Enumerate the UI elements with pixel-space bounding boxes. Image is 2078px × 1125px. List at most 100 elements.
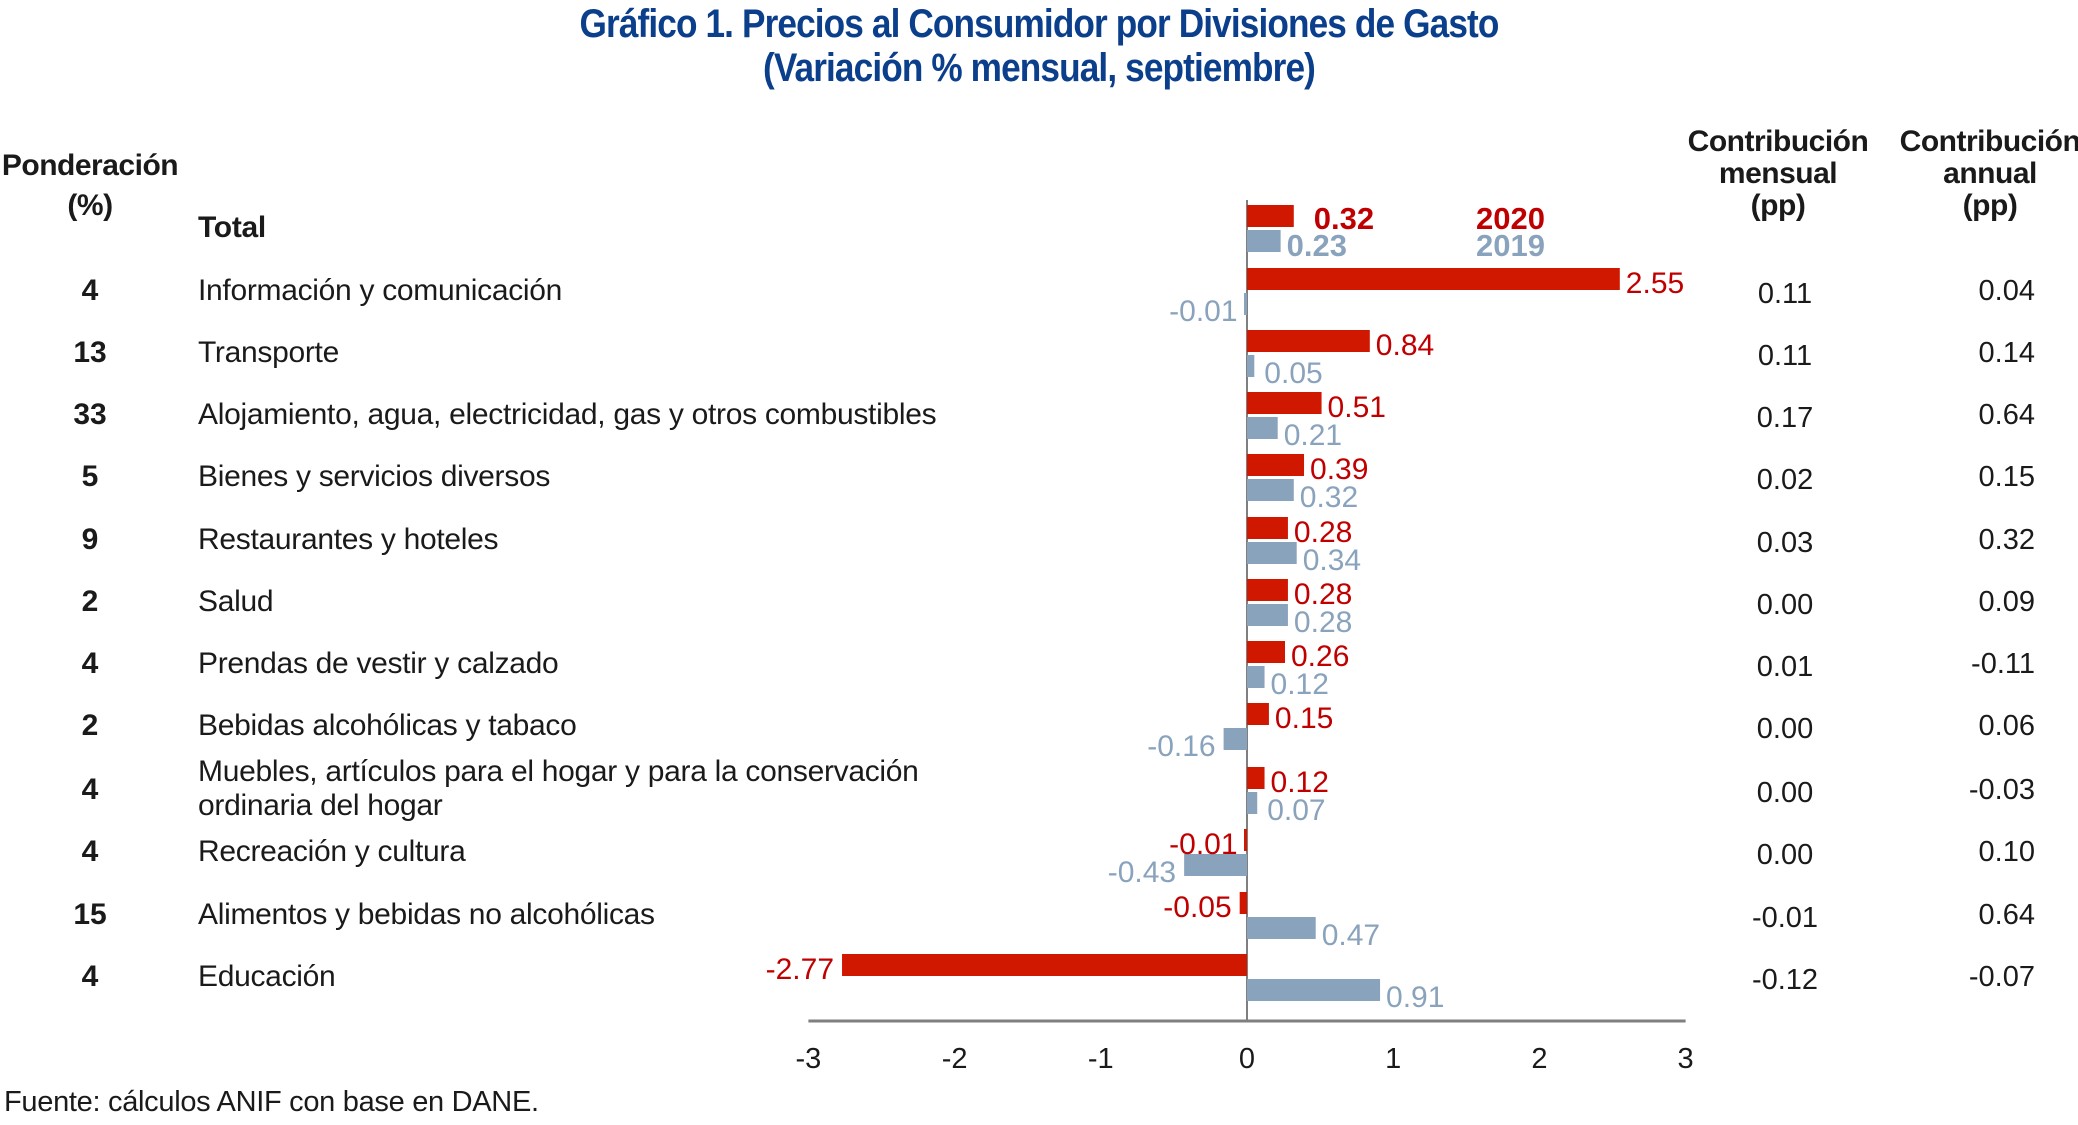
x-tick-label: 2 [1531,1043,1547,1075]
bar-2019 [1247,604,1288,626]
bar-2019 [1247,666,1265,688]
ponderacion-value: 33 [73,398,107,431]
ponderacion-value: 4 [81,274,99,307]
ca-header-line: annual [1943,157,2037,190]
contribucion-anual-value: 0.09 [1978,586,2035,618]
data-label-2019: 0.32 [1300,481,1358,514]
data-label-2020: 0.15 [1275,702,1333,735]
bar-2019 [1247,542,1297,564]
contribucion-mensual-value: 0.01 [1756,651,1814,683]
contribucion-anual-value: 0.32 [1978,524,2035,556]
contribucion-anual-value: 0.64 [1978,899,2035,931]
category-label-line: Restaurantes y hoteles [198,523,499,556]
ponderacion-value: 9 [81,523,99,556]
category-label-line: Educación [198,960,336,993]
category-label-line: Total [198,211,266,244]
data-label-2019: -0.01 [1169,295,1237,328]
bar-2019 [1223,728,1247,750]
cm-header-line: mensual [1718,157,1838,190]
data-label-2020: 0.26 [1291,640,1349,673]
category-label: Recreación y cultura [198,835,466,869]
category-label-line: Bienes y servicios diversos [198,460,551,493]
data-label-2020: 0.28 [1294,516,1352,549]
contribucion-mensual-value: -0.01 [1751,902,1819,934]
category-label-line: Salud [198,585,274,618]
contribucion-anual-value: 0.64 [1978,399,2035,431]
category-label-line: Bebidas alcohólicas y tabaco [198,709,577,742]
ponderacion-header: Ponderación (%) [0,150,180,222]
contribucion-anual-value: 0.14 [1978,337,2035,369]
category-label: Educación [198,960,336,994]
ponderacion-value: 4 [81,647,99,680]
contribucion-mensual-value: 0.00 [1756,777,1814,809]
ponderacion-value: 5 [81,460,99,493]
bar-2020 [1247,703,1269,725]
contribucion-anual-value: 0.04 [1978,275,2035,307]
data-label-2019: -0.43 [1108,856,1176,889]
data-label-2020: -2.77 [766,953,834,986]
contribucion-anual-value: 0.06 [1978,710,2035,742]
bar-2020 [1247,268,1620,290]
category-label: Transporte [198,336,339,370]
x-tick-label: -1 [1088,1043,1114,1075]
category-label-line: ordinaria del hogar [198,789,443,822]
ponderacion-value: 4 [81,960,99,993]
bar-2019 [1247,917,1316,939]
x-tick-label: 1 [1385,1043,1401,1075]
ca-header-line: Contribución [1899,125,2078,158]
data-label-2020: -0.01 [1169,828,1237,861]
data-label-2020: 2.55 [1626,267,1684,300]
category-label-line: Prendas de vestir y calzado [198,647,559,680]
bar-2020 [1247,392,1322,414]
data-label-2019: 0.12 [1271,668,1329,701]
contribucion-mensual-value: 0.11 [1757,340,1813,372]
bar-2020 [1247,517,1288,539]
bar-2019 [1247,792,1258,814]
contribucion-mensual-value: 0.03 [1756,527,1814,559]
contribucion-anual-header: Contribución annual (pp) [1880,126,2078,222]
contribucion-anual-value: -0.11 [1971,648,2035,680]
legend-2020: 2020 [1476,201,1545,236]
ponderacion-value: 4 [81,835,99,868]
category-label-line: Recreación y cultura [198,835,466,868]
category-label: Alojamiento, agua, electricidad, gas y o… [198,398,937,432]
category-label-line: Alimentos y bebidas no alcohólicas [198,898,655,931]
category-label-line: Muebles, artículos para el hogar y para … [198,755,919,788]
category-label: Información y comunicación [198,274,562,308]
contribucion-mensual-value: 0.00 [1756,713,1814,745]
data-label-2019: 0.23 [1287,228,1347,263]
data-label-2019: 0.28 [1294,606,1352,639]
contribucion-anual-value: 0.15 [1978,461,2035,493]
category-label: Restaurantes y hoteles [198,523,499,557]
x-tick-label: 0 [1239,1043,1255,1075]
bar-2020 [1247,330,1370,352]
bar-2019 [1247,230,1281,252]
bar-2020 [1247,205,1294,227]
bar-2019 [1247,479,1294,501]
contribucion-mensual-value: 0.11 [1757,278,1813,310]
bar-2020 [842,954,1247,976]
ponderacion-value: 15 [73,898,107,931]
category-label: Total [198,211,266,245]
category-label: Alimentos y bebidas no alcohólicas [198,898,655,932]
contribucion-mensual-value: -0.12 [1751,964,1819,996]
ponderacion-header-line: (%) [67,189,113,222]
bar-2020 [1247,641,1286,663]
data-label-2020: 0.84 [1376,329,1434,362]
data-label-2019: 0.07 [1267,794,1325,827]
category-label: Salud [198,585,274,619]
category-label: Bebidas alcohólicas y tabaco [198,709,577,743]
data-label-2020: 0.51 [1328,391,1386,424]
data-label-2019: 0.47 [1322,919,1380,952]
contribucion-mensual-header: Contribución mensual (pp) [1668,126,1888,222]
data-label-2020: 0.39 [1310,453,1368,486]
x-tick-label: 3 [1678,1043,1694,1075]
contribucion-anual-value: -0.03 [1968,774,2035,806]
ponderacion-value: 2 [81,585,99,618]
data-label-2020: 0.32 [1314,201,1374,236]
bar-2019 [1247,355,1255,377]
contribucion-mensual-value: 0.00 [1756,839,1814,871]
bar-2020 [1247,579,1288,601]
bar-2020 [1247,454,1305,476]
